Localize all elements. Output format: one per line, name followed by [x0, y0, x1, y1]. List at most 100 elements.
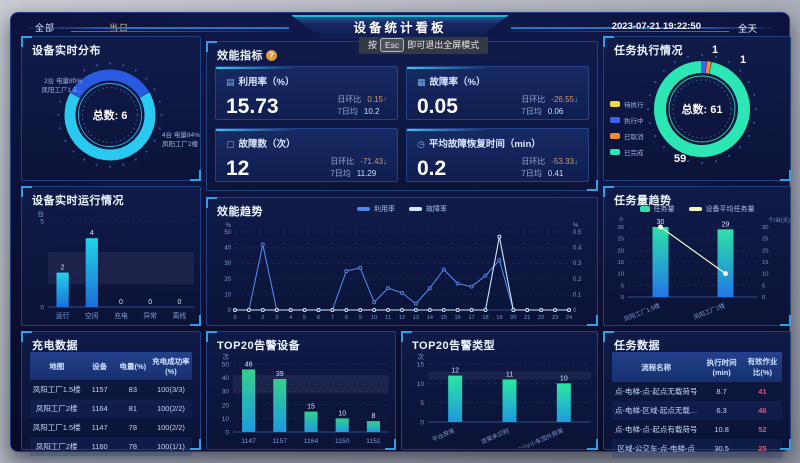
header-left-line: [27, 27, 289, 29]
panel-device-running: 设备实时运行情况 0 5 台 2 运行 4 空闲 0 充电 0 异常 0 离线: [21, 186, 201, 326]
device-callout-right: 4台 电量84% 凤阳工厂2楼: [162, 131, 200, 149]
svg-text:10: 10: [371, 315, 377, 321]
svg-text:20: 20: [222, 402, 230, 409]
kpi-fault-count: ▢ 故障数（次） 12 日环比 -71.43↓ 7日均 11.29: [215, 128, 398, 182]
column-header: 执行时间(min): [700, 352, 743, 382]
svg-text:13: 13: [413, 315, 419, 321]
panel-task-data: 任务数据 流程名称 执行时间(min) 有效作业比(%) 点-电梯-点-起点无载荷号…: [603, 331, 791, 458]
legend-label: 待执行: [624, 102, 644, 109]
svg-text:空闲: 空闲: [85, 311, 99, 320]
svg-text:7: 7: [331, 315, 334, 321]
panel-title-top20-devices: TOP20告警设备: [217, 340, 301, 352]
svg-text:10: 10: [222, 416, 230, 423]
svg-text:8: 8: [371, 413, 375, 420]
svg-text:2: 2: [261, 315, 264, 321]
top20-types-chart: 0 5 10 15次 12 平台异常 11 货架未识别 10 AGV小车顶升异常: [417, 352, 591, 448]
tip-suffix: 即可退出全屏模式: [407, 40, 480, 50]
legend-item-utilization[interactable]: 利用率: [357, 204, 395, 214]
column-header: 设备: [83, 352, 116, 380]
tip-prefix: 按: [368, 40, 378, 50]
svg-text:20: 20: [224, 277, 231, 283]
fault-rate-icon: ▦: [417, 77, 426, 87]
ring-label: 日环比: [521, 157, 546, 166]
panel-title-device-running: 设备实时运行情况: [32, 195, 124, 207]
avg-value: 0.06: [547, 107, 564, 116]
help-icon[interactable]: ?: [266, 50, 277, 61]
callout-line: 凤阳工厂2楼: [162, 141, 199, 148]
done-count-callout: 59: [674, 153, 687, 165]
kpi-value: 0.2: [417, 157, 447, 180]
table-row: 凤阳工厂2楼 1164 81 100(2/2): [30, 399, 192, 418]
table-cell: 点-电梯-点-起点有载荷号: [614, 425, 698, 434]
legend-label: 任务量: [653, 206, 675, 213]
svg-text:0.3: 0.3: [573, 261, 582, 267]
svg-text:15: 15: [618, 260, 624, 266]
column-header: 地图: [30, 352, 84, 380]
svg-text:凤阳工厂2楼: 凤阳工厂2楼: [692, 301, 726, 321]
table-cell: 100(1/1): [149, 437, 192, 456]
table-cell: 100(2/2): [149, 399, 192, 418]
svg-text:15: 15: [441, 315, 447, 321]
svg-text:0.5: 0.5: [573, 230, 582, 236]
svg-text:0: 0: [621, 295, 624, 301]
svg-text:20: 20: [618, 248, 624, 254]
ring-value: -71.43: [360, 157, 383, 166]
avg-label: 7日均: [521, 169, 542, 178]
svg-text:8: 8: [345, 315, 348, 321]
ring-value: -53.33: [551, 157, 574, 166]
svg-text:凤阳工厂1.5楼: 凤阳工厂1.5楼: [623, 301, 662, 323]
svg-text:5: 5: [40, 219, 44, 226]
legend-item-task-volume[interactable]: 任务量: [639, 204, 675, 214]
kpi-title: ▤ 利用率（%）: [226, 74, 387, 88]
legend-item-running[interactable]: 执行中: [610, 115, 644, 125]
trend-arrow-icon: ↓: [383, 157, 387, 166]
legend-line-icon: [409, 207, 422, 211]
legend-chip-icon: [610, 149, 620, 155]
table-row: 点-电梯-点-起点无载荷号 8.7 41: [612, 382, 782, 401]
kpi-title-text: 利用率（%）: [238, 77, 295, 88]
kpi-mini: 日环比 -53.33↓ 7日均 0.41: [521, 156, 578, 180]
svg-text:10: 10: [224, 292, 231, 298]
callout-line: 2台 电量80%: [44, 78, 82, 85]
column-header: 电量(%): [115, 352, 150, 380]
header-left-line2: [71, 31, 289, 32]
svg-text:40: 40: [224, 246, 231, 252]
legend-item-done[interactable]: 已完成: [610, 147, 644, 157]
svg-text:5: 5: [762, 283, 765, 289]
avg-label: 7日均: [521, 107, 542, 116]
legend-item-pending[interactable]: 待执行: [610, 99, 644, 109]
device-total-label: 总数: 6: [92, 110, 128, 122]
range-all-day[interactable]: 全天: [737, 24, 757, 35]
kpi-title: ▢ 故障数（次）: [226, 136, 387, 150]
svg-text:个: 个: [618, 217, 624, 224]
svg-text:22: 22: [538, 315, 544, 321]
svg-text:0: 0: [40, 305, 44, 312]
legend-item-avg-task[interactable]: 设备平均任务量: [688, 204, 755, 214]
svg-text:20: 20: [762, 248, 768, 254]
table-cell: 1164: [83, 399, 116, 418]
fullscreen-exit-tip: 按 Esc 即可退出全屏模式: [359, 37, 489, 54]
legend-item-cancelled[interactable]: 已取消: [610, 131, 644, 141]
table-cell: 6.3: [700, 401, 743, 420]
table-cell: 78: [115, 437, 150, 456]
legend-line-icon: [688, 207, 702, 211]
svg-text:10: 10: [618, 272, 624, 278]
svg-text:25: 25: [762, 237, 768, 243]
svg-text:30: 30: [618, 225, 624, 231]
legend-label: 利用率: [374, 206, 395, 213]
page-title: 设备统计看板: [291, 15, 509, 38]
legend-label: 设备平均任务量: [705, 206, 755, 213]
svg-text:1157: 1157: [272, 438, 287, 445]
svg-text:29: 29: [722, 221, 730, 228]
table-cell: 41: [758, 387, 767, 396]
legend-item-fault-rate[interactable]: 故障率: [409, 204, 447, 214]
svg-text:0.4: 0.4: [573, 246, 582, 252]
task-table-header: 流程名称 执行时间(min) 有效作业比(%): [612, 352, 782, 382]
svg-text:9: 9: [359, 315, 362, 321]
table-cell: 78: [128, 423, 138, 432]
svg-text:12: 12: [451, 368, 459, 375]
svg-text:10: 10: [338, 410, 346, 417]
